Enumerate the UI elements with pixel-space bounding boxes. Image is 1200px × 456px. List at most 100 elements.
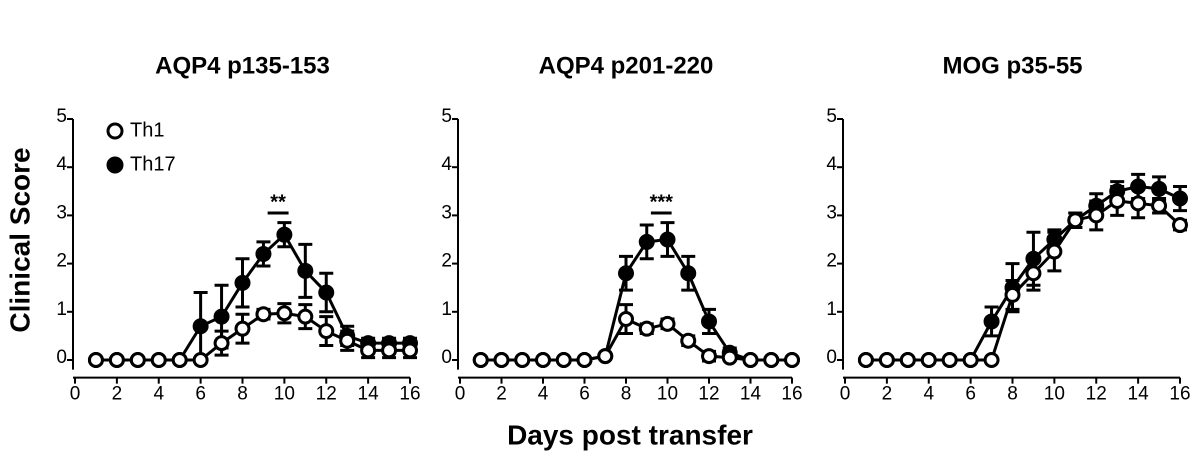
series-line bbox=[865, 184, 1181, 362]
data-point bbox=[1172, 217, 1188, 234]
chart-title: AQP4 p135-153 bbox=[155, 52, 330, 79]
data-point bbox=[555, 352, 572, 368]
x-tick-label: 2 bbox=[112, 384, 123, 405]
data-point bbox=[1088, 207, 1105, 224]
y-tick-label: 1 bbox=[56, 299, 67, 320]
y-tick-label: 4 bbox=[826, 154, 837, 175]
data-point bbox=[638, 233, 655, 250]
x-tick-label: 14 bbox=[740, 384, 762, 405]
data-point bbox=[618, 265, 634, 282]
data-point bbox=[339, 332, 356, 349]
legend-label: Th17 bbox=[130, 153, 176, 175]
data-point bbox=[1130, 195, 1147, 212]
x-tick-label: 2 bbox=[496, 384, 507, 405]
x-tick-label: 16 bbox=[781, 384, 802, 405]
x-tick-label: 6 bbox=[579, 384, 590, 405]
data-point bbox=[962, 352, 979, 368]
data-point bbox=[618, 311, 634, 328]
significance-label: *** bbox=[650, 191, 674, 213]
data-point bbox=[255, 245, 272, 262]
x-tick-label: 0 bbox=[455, 384, 466, 405]
x-tick-label: 12 bbox=[1086, 384, 1107, 405]
data-point bbox=[87, 352, 104, 368]
x-tick-label: 12 bbox=[316, 384, 337, 405]
series-line bbox=[480, 237, 792, 362]
x-tick-label: 12 bbox=[698, 384, 719, 405]
data-point bbox=[514, 352, 531, 368]
data-point bbox=[129, 352, 146, 368]
x-tick-label: 8 bbox=[1007, 384, 1018, 405]
y-tick-label: 2 bbox=[441, 251, 452, 272]
y-tick-label: 5 bbox=[826, 106, 837, 127]
x-tick-label: 4 bbox=[538, 384, 549, 405]
data-point bbox=[381, 342, 398, 359]
data-point bbox=[701, 313, 717, 330]
legend-marker bbox=[106, 122, 124, 140]
x-tick-label: 8 bbox=[237, 384, 248, 405]
series-line bbox=[865, 199, 1182, 362]
data-point bbox=[276, 226, 293, 243]
data-point bbox=[680, 332, 697, 349]
data-point bbox=[983, 313, 1000, 330]
y-tick-label: 0 bbox=[441, 347, 452, 368]
data-point bbox=[638, 320, 655, 337]
chart-title: AQP4 p201-220 bbox=[539, 52, 714, 79]
data-point bbox=[983, 352, 1000, 368]
data-point bbox=[597, 348, 614, 365]
data-point bbox=[742, 352, 759, 368]
x-tick-label: 4 bbox=[923, 384, 934, 405]
x-tick-label: 4 bbox=[153, 384, 164, 405]
y-tick-label: 1 bbox=[826, 299, 837, 320]
x-tick-label: 10 bbox=[657, 384, 678, 405]
data-point bbox=[297, 308, 314, 325]
series-line bbox=[95, 311, 410, 362]
data-point bbox=[659, 315, 676, 332]
x-tick-label: 16 bbox=[399, 384, 420, 405]
data-point bbox=[535, 352, 551, 368]
significance-label: ** bbox=[270, 191, 286, 213]
data-point bbox=[150, 352, 167, 368]
data-point bbox=[1004, 286, 1021, 303]
x-axis-label: Days post transfer bbox=[507, 419, 753, 450]
x-tick-label: 14 bbox=[1128, 384, 1150, 405]
data-point bbox=[213, 308, 230, 325]
data-point bbox=[1025, 265, 1042, 282]
y-tick-label: 3 bbox=[826, 202, 837, 223]
data-point bbox=[721, 349, 738, 366]
data-point bbox=[941, 352, 958, 368]
data-point bbox=[920, 352, 937, 368]
data-point bbox=[493, 352, 510, 368]
data-point bbox=[878, 352, 895, 368]
y-tick-label: 2 bbox=[826, 251, 837, 272]
x-tick-label: 16 bbox=[1169, 384, 1190, 405]
legend-marker bbox=[106, 156, 124, 174]
x-tick-label: 2 bbox=[882, 384, 893, 405]
y-axis-label: Clinical Score bbox=[4, 147, 35, 332]
data-point bbox=[857, 352, 874, 368]
x-tick-label: 0 bbox=[70, 384, 81, 405]
data-point bbox=[763, 352, 780, 368]
y-tick-label: 0 bbox=[826, 347, 837, 368]
data-point bbox=[659, 231, 676, 248]
y-tick-label: 3 bbox=[56, 202, 67, 223]
x-tick-label: 8 bbox=[621, 384, 632, 405]
data-point bbox=[108, 352, 125, 368]
data-point bbox=[234, 274, 251, 291]
y-tick-label: 2 bbox=[56, 251, 67, 272]
data-point bbox=[171, 352, 188, 368]
x-tick-label: 10 bbox=[1044, 384, 1065, 405]
data-point bbox=[680, 265, 697, 282]
data-point bbox=[1151, 197, 1168, 214]
data-point bbox=[1067, 212, 1084, 229]
x-tick-label: 6 bbox=[195, 384, 206, 405]
data-point bbox=[784, 352, 800, 368]
y-tick-label: 5 bbox=[441, 106, 452, 127]
chart-title: MOG p35-55 bbox=[942, 52, 1082, 79]
data-point bbox=[1151, 180, 1168, 197]
data-point bbox=[1109, 192, 1126, 209]
x-tick-label: 14 bbox=[358, 384, 380, 405]
y-tick-label: 4 bbox=[441, 154, 452, 175]
data-point bbox=[701, 348, 717, 365]
y-tick-label: 3 bbox=[441, 202, 452, 223]
